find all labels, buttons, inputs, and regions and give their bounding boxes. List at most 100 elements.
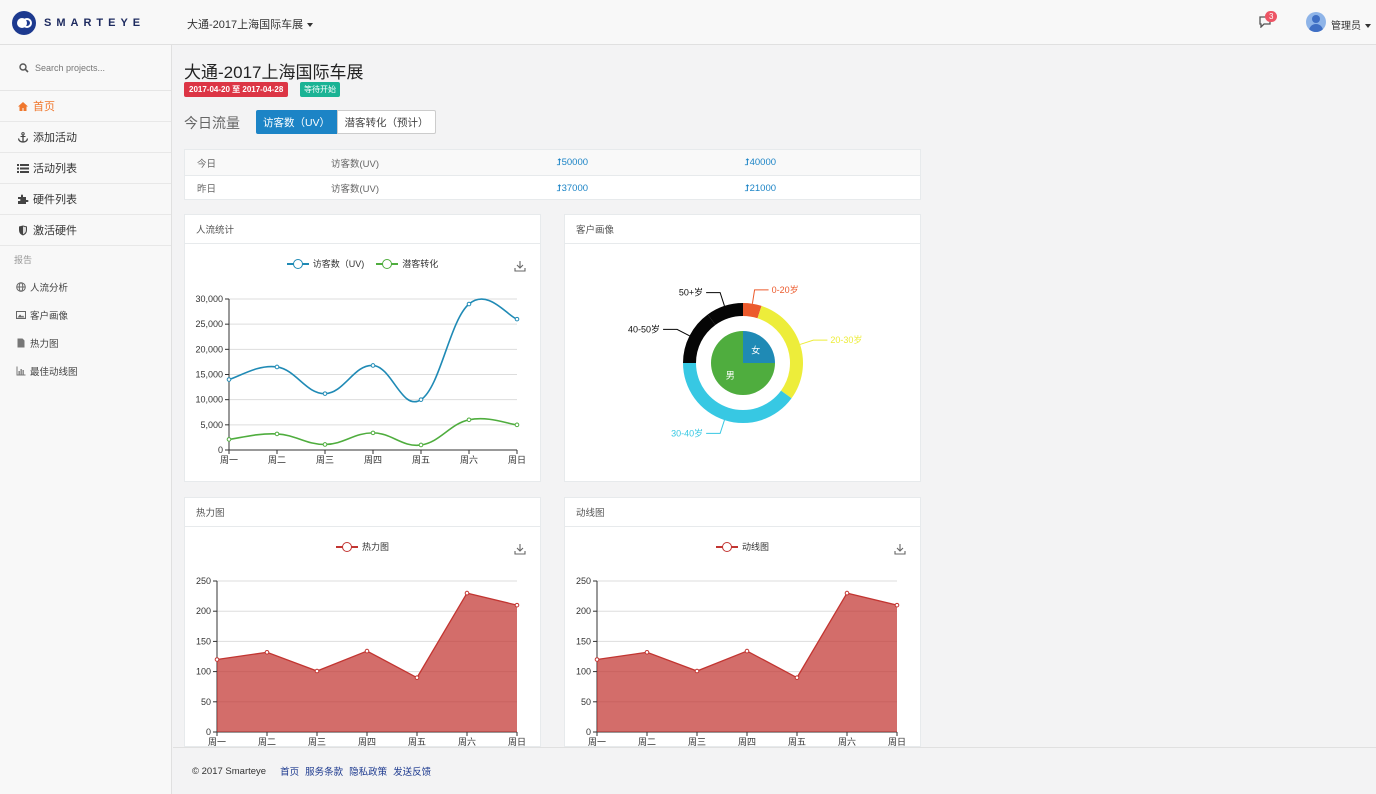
legend-item-conversion[interactable]: 潜客转化 <box>376 257 438 270</box>
stat-value-text: 40000 <box>749 157 777 168</box>
data-point <box>314 668 320 674</box>
chart-legend: 热力图 <box>185 540 540 553</box>
data-point <box>744 648 750 654</box>
sidebar-item-hardware-list[interactable]: 硬件列表 <box>0 184 171 215</box>
sidebar-item-add-event[interactable]: 添加活动 <box>0 122 171 153</box>
brand-logo[interactable]: SMARTEYE <box>12 11 145 35</box>
legend-label: 热力图 <box>361 542 389 552</box>
x-tick-label: 周一 <box>220 455 238 465</box>
avatar[interactable] <box>1306 12 1326 32</box>
legend-symbol <box>286 258 309 269</box>
footer-link-privacy[interactable]: 隐私政策 <box>349 767 388 778</box>
line-chart: 0 5,000 10,000 15,000 20,000 25,000 30,000 周一 周二… <box>195 294 526 465</box>
x-tick-label: 周一 <box>208 737 226 747</box>
x-tick-label: 周三 <box>688 737 706 747</box>
sidebar-item-home[interactable]: 首页 <box>0 91 171 122</box>
data-point <box>214 657 220 662</box>
y-tick-label: 0 <box>586 727 591 737</box>
puzzle-icon <box>18 194 29 204</box>
footer-link-home[interactable]: 首页 <box>280 767 300 778</box>
legend-item-visitors[interactable]: 访客数（UV) <box>286 257 364 270</box>
section-title: 今日流量 <box>184 115 240 131</box>
data-point <box>514 602 520 608</box>
route-panel: 动线图 动线图 0 50 100 150 200 250 周一 周二 周三 周四 周五 周六 周日 <box>564 497 921 747</box>
outer-slice-label: 40-50岁 <box>628 323 660 334</box>
tab-visitors[interactable]: 访客数（UV） <box>256 110 337 134</box>
data-point <box>594 657 600 662</box>
tab-conversion[interactable]: 潜客转化（预计） <box>337 110 436 134</box>
sidebar-item-label: 客户画像 <box>30 311 69 322</box>
sidebar-item-event-list[interactable]: 活动列表 <box>0 153 171 184</box>
data-point <box>794 675 800 680</box>
sidebar-item-label: 激活硬件 <box>33 225 77 237</box>
bar-chart-icon <box>16 366 26 376</box>
x-tick-label: 周六 <box>838 736 856 747</box>
date-range-badge: 2017-04-20 至 2017-04-28 <box>184 82 289 97</box>
sidebar-item-customer-profile[interactable]: 客户画像 <box>0 301 171 329</box>
footer: © 2017 Smarteye 首页 服务条款 隐私政策 发送反馈 <box>173 747 1376 794</box>
status-badge: 等待开始 <box>300 82 340 97</box>
sidebar-item-activate-hardware[interactable]: 激活硬件 <box>0 215 171 246</box>
table-row: 昨日 访客数(UV) ⮥37000 ⮥21000 <box>185 175 920 200</box>
legend-item-route[interactable]: 动线图 <box>715 540 769 553</box>
inner-slice-label: 男 <box>726 371 735 381</box>
level-up-icon: ⮥ <box>556 157 562 168</box>
sidebar-section-reports: 报告 <box>14 255 33 265</box>
profile-panel: 客户画像 女男 0-20岁 20-30岁 30-40岁 40-50岁 50+岁 <box>564 214 921 482</box>
panel-title: 客户画像 <box>565 215 920 244</box>
panel-title: 人流统计 <box>185 215 540 244</box>
y-tick-label: 150 <box>196 636 211 646</box>
x-tick-label: 周日 <box>508 737 526 747</box>
x-tick-label: 周六 <box>458 736 476 747</box>
legend-item-heatmap[interactable]: 热力图 <box>335 540 389 553</box>
outer-slice <box>743 303 762 319</box>
user-name: 管理员 <box>1331 21 1361 32</box>
x-tick-label: 周二 <box>258 737 276 747</box>
legend-symbol <box>335 541 358 552</box>
data-point <box>694 668 700 674</box>
user-menu[interactable]: 管理员 <box>1331 17 1371 32</box>
download-icon[interactable] <box>514 543 526 555</box>
footer-link-terms[interactable]: 服务条款 <box>305 767 344 778</box>
data-point <box>464 590 470 596</box>
level-up-icon: ⮥ <box>556 182 562 194</box>
outer-slice <box>707 303 743 325</box>
logo-icon <box>12 11 36 35</box>
data-point <box>414 675 420 680</box>
stat-day: 昨日 <box>197 184 217 195</box>
chevron-down-icon <box>307 23 314 28</box>
x-tick-label: 周日 <box>888 737 906 747</box>
stat-day: 今日 <box>197 158 217 170</box>
search-box[interactable]: Search projects... <box>0 45 171 91</box>
search-input[interactable]: Search projects... <box>35 62 106 73</box>
y-tick-label: 100 <box>196 667 211 677</box>
data-point <box>514 316 520 322</box>
outer-slice-label: 20-30岁 <box>830 334 862 345</box>
y-tick-label: 250 <box>576 576 591 586</box>
download-icon[interactable] <box>514 260 526 272</box>
stat-metric: 访客数(UV) <box>331 184 380 195</box>
y-tick-label: 200 <box>196 606 211 616</box>
stat-value-2: ⮥40000 <box>744 157 776 168</box>
series-line <box>228 298 518 403</box>
panel-title: 动线图 <box>565 498 920 527</box>
event-selector[interactable]: 大通-2017上海国际车展 <box>187 16 314 32</box>
notification-badge: 3 <box>1265 11 1278 22</box>
data-point <box>274 431 280 437</box>
sidebar-item-traffic-analysis[interactable]: 人流分析 <box>0 273 171 301</box>
x-tick-label: 周四 <box>738 737 756 747</box>
label-line <box>799 339 828 345</box>
y-tick-label: 250 <box>196 576 211 586</box>
top-navbar: SMARTEYE 大通-2017上海国际车展 3 管理员 <box>0 0 1376 45</box>
sidebar-item-label: 添加活动 <box>33 132 77 144</box>
x-tick-label: 周一 <box>588 737 606 747</box>
label-line <box>706 292 725 307</box>
y-tick-label: 5,000 <box>200 420 223 430</box>
data-point <box>364 648 370 654</box>
x-tick-label: 周二 <box>638 737 656 747</box>
footer-link-feedback[interactable]: 发送反馈 <box>393 767 432 778</box>
data-point <box>644 649 650 655</box>
download-icon[interactable] <box>894 543 906 555</box>
sidebar-item-best-route[interactable]: 最佳动线图 <box>0 357 171 385</box>
sidebar-item-heatmap[interactable]: 热力图 <box>0 329 171 357</box>
